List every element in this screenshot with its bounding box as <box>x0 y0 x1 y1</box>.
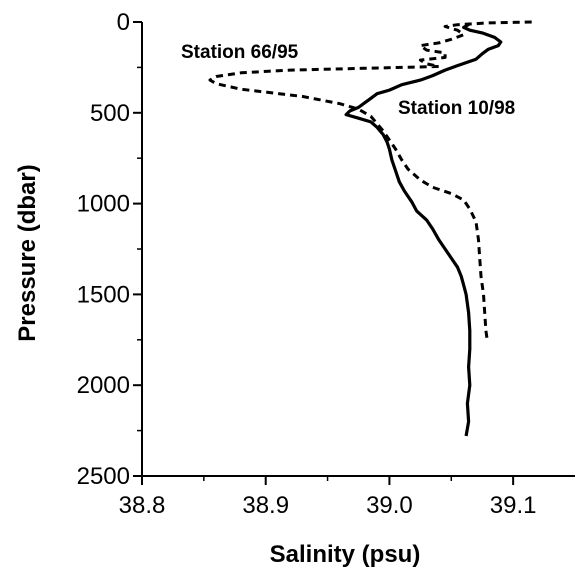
y-axis-title: Pressure (dbar) <box>14 164 41 341</box>
x-axis-title: Salinity (psu) <box>270 541 421 568</box>
y-tick-label-2000: 2000 <box>77 372 130 399</box>
series-line-station-10-98 <box>344 22 503 437</box>
x-tick-label-39.0: 39.0 <box>366 492 413 519</box>
x-tick-label-38.9: 38.9 <box>242 492 289 519</box>
y-tick-label-2500: 2500 <box>77 463 130 490</box>
y-tick-label-1500: 1500 <box>77 281 130 308</box>
x-tick-label-38.8: 38.8 <box>119 492 166 519</box>
series-layer <box>208 20 532 437</box>
y-tick-label-0: 0 <box>117 9 130 36</box>
series-line-station-66-95 <box>208 20 532 341</box>
y-tick-label-1000: 1000 <box>77 191 130 218</box>
x-tick-label-39.1: 39.1 <box>490 492 537 519</box>
series-label-station-66-95: Station 66/95 <box>181 42 299 63</box>
y-tick-label-500: 500 <box>90 100 130 127</box>
series-label-station-10-98: Station 10/98 <box>398 98 515 119</box>
